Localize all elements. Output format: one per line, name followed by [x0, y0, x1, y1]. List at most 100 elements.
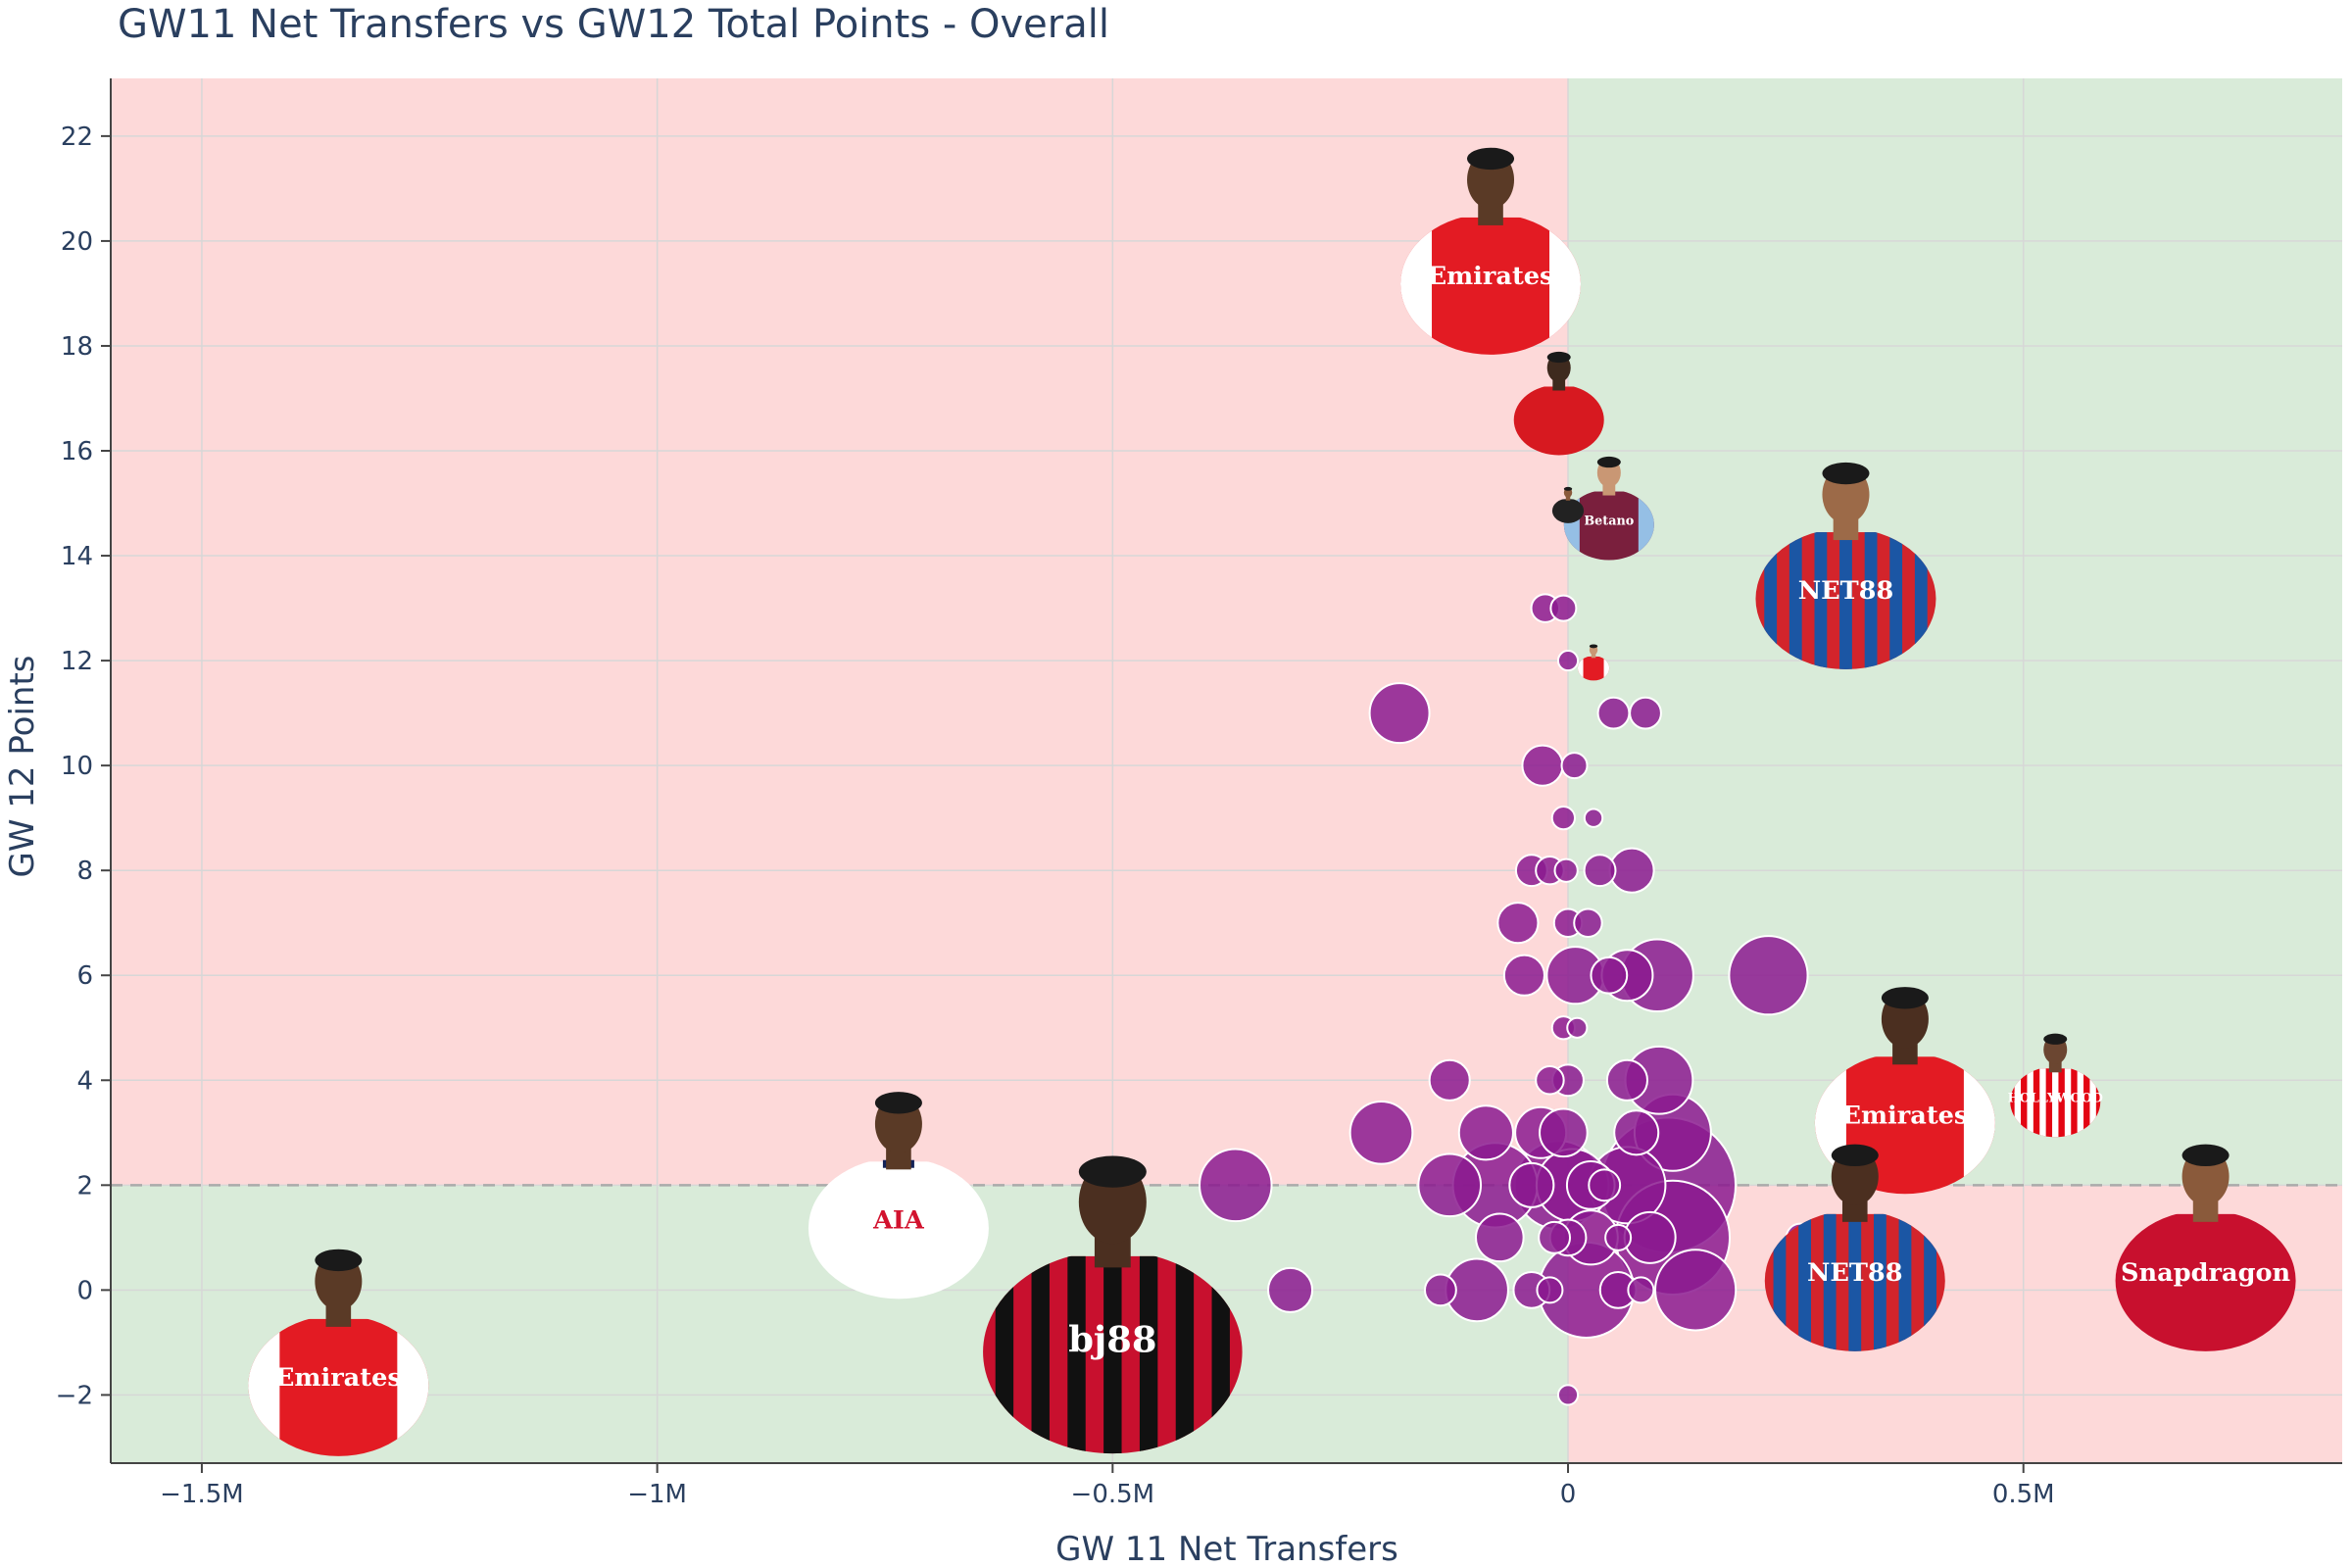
y-tick-label: −2	[56, 1381, 93, 1410]
player-hair	[1589, 644, 1598, 649]
player-hair	[1596, 456, 1621, 468]
kit-sponsor-text: Emirates	[1841, 1101, 1968, 1130]
y-axis-title: GW 12 Points	[3, 656, 42, 878]
quadrant-backgrounds	[111, 78, 2342, 1463]
player-hair	[1546, 351, 1571, 364]
shirt-stripe	[2014, 1068, 2022, 1138]
player-marker	[1577, 644, 1610, 681]
player-marker: Emirates	[248, 1249, 429, 1456]
scatter-point	[1583, 854, 1617, 888]
x-tick-label: 0.5M	[1992, 1480, 2055, 1509]
scatter-point	[1556, 650, 1580, 672]
scatter-point	[1590, 956, 1629, 995]
y-tick-label: 2	[76, 1171, 93, 1200]
scatter-point	[1521, 744, 1564, 787]
scatter-point	[1623, 1210, 1677, 1264]
scatter-point	[1423, 1273, 1457, 1307]
player-shirt	[808, 1159, 989, 1299]
quadrant-top-right	[1568, 78, 2342, 1186]
player-marker	[1551, 486, 1585, 523]
player-shirt	[1551, 499, 1585, 523]
scatter-point	[1583, 808, 1604, 828]
shirt-stripe	[1798, 1213, 1811, 1351]
player-marker: bj88	[983, 1155, 1243, 1454]
shirt-stripe	[2039, 1068, 2046, 1138]
scatter-point	[1538, 1220, 1572, 1254]
y-tick-label: 6	[76, 961, 93, 991]
scatter-point	[1502, 954, 1545, 997]
y-tick-label: 14	[61, 542, 93, 571]
shirt-stripe	[2089, 1068, 2096, 1138]
y-tick-labels: −2 0 2 4 6 8 10 12 14 16 18 20 22	[56, 122, 111, 1410]
shirt-stripe	[1788, 532, 1802, 670]
y-tick-label: 8	[76, 857, 93, 886]
shirt-stripe	[1839, 532, 1852, 670]
player-hair	[2181, 1144, 2230, 1167]
player-hair	[315, 1249, 363, 1272]
scatter-point	[1199, 1148, 1273, 1223]
axes	[110, 78, 2342, 1464]
shirt-stripe	[1873, 1213, 1886, 1351]
shirt-stripe	[1889, 532, 1903, 670]
kit-sponsor-text: AIA	[872, 1205, 925, 1235]
player-shirt	[1513, 386, 1604, 456]
scatter-point	[1536, 1276, 1564, 1304]
shirt-stripe	[2077, 1068, 2084, 1138]
player-marker: NET88	[1764, 1144, 1945, 1351]
kit-sponsor-text: Emirates	[275, 1363, 402, 1393]
shirt-stripe	[1067, 1255, 1086, 1454]
scatter-point	[1508, 1161, 1555, 1208]
shirt-stripe	[2052, 1068, 2059, 1138]
kit-sponsor-text: HOLLYWOOD	[2008, 1091, 2103, 1105]
shirt-body	[2115, 1213, 2296, 1351]
shirt-stripe	[1864, 532, 1878, 670]
x-tick-label: −1M	[627, 1480, 687, 1509]
player-marker: Emirates	[1814, 987, 1995, 1195]
kit-sponsor-text: NET88	[1807, 1258, 1903, 1288]
player-shirt	[2115, 1213, 2296, 1351]
scatter-point	[1553, 858, 1579, 883]
player-hair	[1831, 1144, 1879, 1167]
shirt-stripe	[1814, 532, 1828, 670]
quadrant-top-left	[111, 78, 1569, 1186]
player-shirt	[1755, 532, 1936, 670]
y-tick-label: 0	[76, 1276, 93, 1305]
shirt-stripe	[1823, 1213, 1837, 1351]
y-tick-label: 4	[76, 1066, 93, 1096]
shirt-body	[1551, 499, 1585, 523]
scatter-point	[1417, 1152, 1483, 1218]
scatter-point	[1550, 806, 1577, 831]
scatter-point	[1267, 1266, 1314, 1313]
shirt-stripe	[1175, 1255, 1195, 1454]
scatter-points	[1199, 593, 1990, 1406]
kit-sponsor-text: Betano	[1584, 514, 1634, 529]
player-neck	[1565, 495, 1571, 501]
kit-sponsor-text: Snapdragon	[2121, 1258, 2290, 1288]
player-hair	[1078, 1155, 1147, 1188]
player-neck	[1591, 653, 1596, 659]
shirt-stripe	[1031, 1255, 1050, 1454]
scatter-point	[1573, 907, 1603, 938]
scatter-point	[1596, 696, 1631, 730]
shirt-sleeve	[1577, 656, 1584, 681]
player-marker: NET88	[1755, 462, 1936, 670]
scatter-point	[1496, 902, 1540, 945]
kit-sponsor-text: Emirates	[1428, 262, 1554, 291]
chart-title: GW11 Net Transfers vs GW12 Total Points …	[118, 2, 1109, 47]
y-tick-label: 18	[61, 332, 93, 362]
scatter-point	[1535, 1065, 1565, 1096]
x-tick-label: −0.5M	[1071, 1480, 1155, 1509]
scatter-point	[1539, 1107, 1589, 1158]
scatter-point	[1457, 1104, 1514, 1161]
scatter-point	[1549, 594, 1578, 622]
player-hair	[874, 1092, 922, 1114]
scatter-point	[1654, 1249, 1738, 1332]
y-tick-label: 10	[61, 752, 93, 781]
kit-sponsor-text: bj88	[1068, 1318, 1156, 1361]
shirt-stripe	[1898, 1213, 1912, 1351]
scatter-point	[1560, 752, 1589, 780]
scatter-point	[1613, 1109, 1660, 1156]
player-shirt	[1577, 656, 1610, 681]
scatter-point	[1566, 1016, 1589, 1039]
